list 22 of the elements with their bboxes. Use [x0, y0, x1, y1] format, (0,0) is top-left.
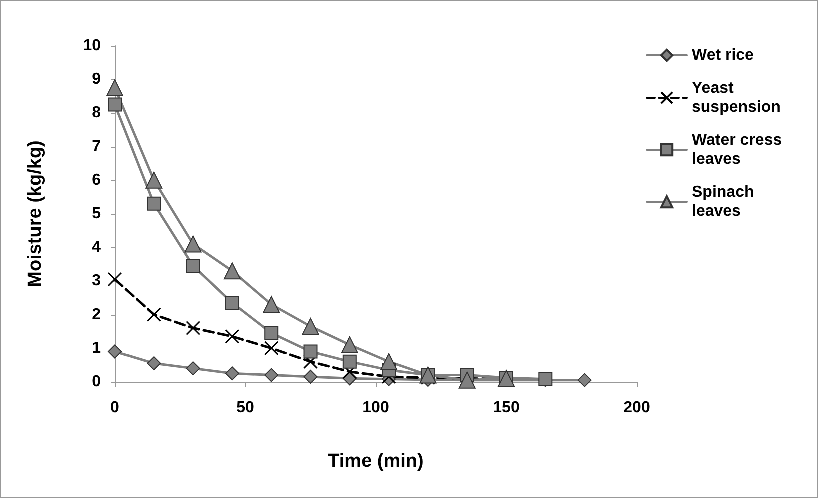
legend-label: Water cress leaves	[692, 132, 787, 168]
y-tick-label: 9	[92, 71, 102, 88]
y-tick-label: 8	[92, 104, 102, 122]
y-tick-label: 4	[92, 239, 102, 256]
y-tick-label: 2	[92, 306, 102, 324]
x-tick-label: 200	[624, 400, 650, 416]
legend-label: Yeast suspension	[692, 80, 781, 116]
y-tick-label: 7	[92, 138, 102, 156]
x-axis-title: Time (min)	[328, 451, 424, 472]
y-tick-label: 10	[83, 38, 102, 54]
legend-label: Spinach leaves	[692, 184, 759, 220]
y-axis-title: Moisture (kg/kg)	[25, 140, 46, 288]
x-tick-label: 150	[493, 400, 520, 416]
y-tick-label: 1	[92, 340, 102, 357]
y-tick-label: 3	[92, 272, 102, 290]
legend-label: Wet rice	[692, 47, 754, 64]
y-tick-label: 6	[92, 172, 102, 189]
x-tick-label: 100	[362, 400, 390, 416]
x-tick-label: 50	[236, 400, 254, 416]
y-tick-label: 0	[92, 374, 102, 390]
y-tick-label: 5	[92, 206, 102, 222]
x-tick-label: 0	[110, 400, 120, 416]
